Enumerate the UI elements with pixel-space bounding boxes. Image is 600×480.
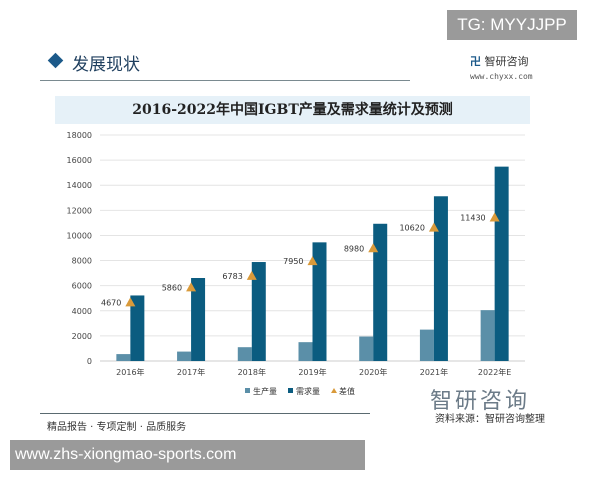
production-bar [419, 329, 434, 361]
legend-label: 需求量 [296, 386, 320, 396]
demand-bar [191, 278, 206, 361]
production-bar [298, 342, 313, 361]
data-label: 6783 [222, 272, 242, 281]
watermark-tag: TG: MYYJJPP [447, 10, 577, 40]
y-tick-label: 2000 [72, 332, 92, 341]
data-label: 11430 [460, 213, 485, 222]
difference-marker [186, 282, 197, 292]
difference-marker [368, 243, 379, 253]
chart: 0 2000 4000 6000 8000 10000 12000 14000 16000 180… [67, 131, 525, 396]
y-tick-label: 10000 [67, 231, 92, 240]
x-tick-label: 2017年 [177, 367, 205, 377]
brand-logo: 卍 智研咨询 [470, 53, 529, 69]
footer-tagline: 精品报告 · 专项定制 · 品质服务 [47, 422, 187, 433]
x-tick-label: 2021年 [420, 367, 448, 377]
logo-icon: 卍 [470, 55, 481, 68]
difference-marker [125, 297, 136, 307]
y-tick-label: 16000 [67, 156, 92, 165]
production-bar [177, 351, 192, 361]
chart-title: 2016-2022年中国IGBT产量及需求量统计及预测 [132, 102, 453, 118]
x-tick-label: 2022年E [478, 367, 511, 377]
x-tick-label: 2018年 [238, 367, 266, 377]
difference-marker [428, 222, 439, 232]
y-tick-label: 12000 [67, 206, 92, 215]
site-banner: www.zhs-xiongmao-sports.com [10, 440, 365, 470]
legend-swatch [288, 388, 293, 393]
difference-marker [489, 212, 500, 222]
header-divider [40, 80, 410, 81]
footer-brand: 智研咨询 [430, 389, 531, 414]
data-label: 8980 [344, 244, 364, 253]
y-tick-label: 6000 [72, 282, 92, 291]
production-bar [480, 310, 495, 361]
demand-bar [373, 223, 388, 361]
data-label: 10620 [399, 224, 424, 233]
y-tick-label: 14000 [67, 181, 92, 190]
data-label: 4670 [101, 298, 121, 307]
y-tick-label: 4000 [72, 307, 92, 316]
difference-marker [307, 256, 318, 266]
demand-bar [130, 295, 145, 361]
demand-bar [433, 196, 448, 361]
y-tick-label: 0 [87, 357, 92, 366]
data-label: 5860 [162, 283, 182, 292]
brand-url: www.chyxx.com [470, 72, 533, 81]
footer-divider [40, 413, 370, 414]
section-title: 发展现状 [72, 55, 140, 75]
production-bar [116, 354, 131, 361]
title-band [55, 96, 530, 124]
x-tick-label: 2016年 [116, 367, 144, 377]
x-tick-label: 2019年 [298, 367, 326, 377]
legend-label: 生产量 [253, 386, 277, 396]
data-label: 7950 [283, 257, 303, 266]
demand-bar [494, 166, 509, 361]
y-tick-label: 8000 [72, 257, 92, 266]
y-tick-label: 18000 [67, 131, 92, 140]
legend-label: 差值 [339, 386, 355, 396]
difference-marker [246, 270, 257, 280]
legend-marker [331, 388, 337, 393]
demand-bar [312, 242, 327, 361]
legend-swatch [245, 388, 250, 393]
demand-bar [251, 262, 266, 361]
brand-name: 智研咨询 [484, 55, 529, 68]
x-tick-label: 2020年 [359, 367, 387, 377]
production-bar [359, 336, 374, 361]
source-note: 资料来源：智研咨询整理 [435, 414, 545, 425]
production-bar [237, 347, 252, 361]
